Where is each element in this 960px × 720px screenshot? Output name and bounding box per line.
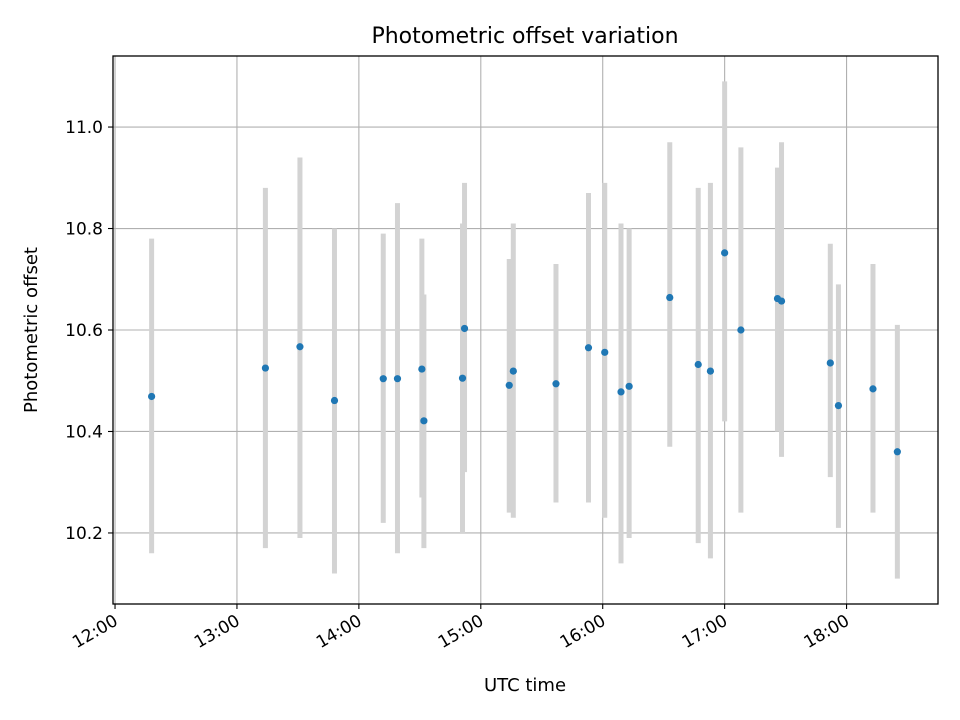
data-point — [552, 380, 560, 388]
x-axis-ticks: 12:00 13:00 14:00 15:00 16:00 17:00 18:00 — [69, 604, 853, 653]
data-point — [737, 326, 745, 334]
x-tick-label: 18:00 — [801, 611, 853, 653]
y-tick-label: 10.8 — [65, 220, 103, 240]
data-point — [834, 402, 843, 410]
data-point — [296, 343, 304, 351]
data-point — [420, 417, 428, 425]
chart-title: Photometric offset variation — [371, 24, 678, 49]
data-point — [869, 385, 877, 393]
x-axis-label: UTC time — [484, 675, 566, 696]
y-tick-label: 10.6 — [65, 321, 103, 341]
y-tick-label: 10.4 — [65, 422, 103, 442]
data-point — [584, 344, 593, 352]
data-point — [148, 392, 156, 401]
data-point — [393, 375, 402, 383]
data-point — [509, 367, 517, 375]
data-point — [505, 381, 513, 389]
y-tick-label: 10.2 — [65, 524, 103, 544]
data-point — [694, 360, 702, 369]
data-point — [666, 293, 674, 302]
x-tick-label: 13:00 — [191, 611, 243, 653]
data-point — [418, 365, 426, 373]
data-point — [458, 374, 467, 382]
data-point — [721, 249, 729, 257]
data-point — [601, 348, 609, 356]
x-tick-label: 15:00 — [435, 611, 487, 653]
data-point — [893, 448, 901, 456]
data-point — [330, 396, 339, 405]
data-point — [379, 375, 387, 383]
data-point — [706, 367, 715, 375]
data-point — [625, 382, 633, 390]
data-point — [460, 324, 469, 333]
x-tick-label: 14:00 — [313, 611, 365, 653]
x-tick-label: 16:00 — [557, 611, 609, 653]
x-tick-label: 17:00 — [679, 611, 731, 653]
x-tick-label: 12:00 — [69, 611, 121, 653]
grid-lines — [113, 56, 938, 604]
data-point — [261, 364, 270, 372]
data-point — [777, 297, 786, 305]
data-point — [617, 388, 625, 396]
data-point — [826, 359, 834, 367]
y-axis-ticks: 10.2 10.4 10.6 10.8 11.0 — [65, 118, 113, 544]
y-tick-label: 11.0 — [65, 118, 103, 138]
data-points — [148, 249, 901, 456]
y-axis-label: Photometric offset — [21, 247, 42, 413]
